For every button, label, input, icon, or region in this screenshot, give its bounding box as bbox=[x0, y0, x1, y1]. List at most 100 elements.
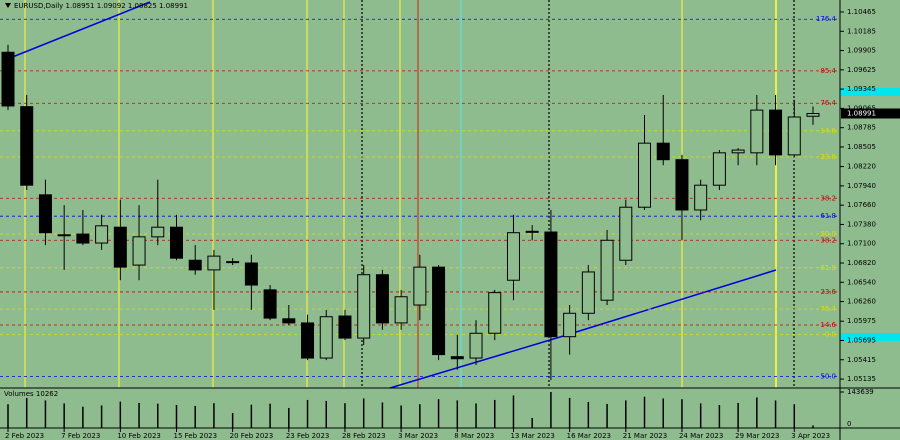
candle-body bbox=[20, 106, 34, 186]
candle-body bbox=[57, 234, 71, 237]
level-label: 85.4 bbox=[820, 67, 836, 75]
candle-body bbox=[375, 274, 389, 324]
y-tick-label: 1.10185 bbox=[847, 27, 876, 35]
x-tick-label: 13 Mar 2023 bbox=[510, 432, 554, 440]
price-label-box bbox=[841, 108, 900, 119]
candle-body bbox=[263, 289, 277, 319]
candle-body bbox=[413, 266, 427, 306]
candle-body bbox=[488, 292, 502, 334]
price-marker bbox=[840, 88, 900, 96]
y-tick-label: 1.06820 bbox=[847, 259, 876, 267]
candle-body bbox=[282, 318, 296, 324]
trend-lines bbox=[4, 1, 777, 389]
y-tick-label: 1.07380 bbox=[847, 220, 876, 228]
level-label: 14.6 bbox=[820, 127, 836, 135]
y-tick-label: 1.08785 bbox=[847, 124, 876, 132]
x-tick-label: 23 Feb 2023 bbox=[286, 432, 330, 440]
level-label: 61.8 bbox=[820, 264, 836, 272]
title-icon bbox=[5, 3, 11, 8]
price-label: 1.08991 bbox=[847, 109, 876, 117]
candle-body bbox=[581, 271, 595, 314]
price-marker bbox=[840, 333, 900, 341]
candle-body bbox=[1, 51, 15, 107]
candle-body bbox=[38, 194, 52, 234]
candle-body bbox=[338, 315, 352, 339]
x-tick-label: 3 Mar 2023 bbox=[398, 432, 438, 440]
candle-body bbox=[506, 232, 520, 281]
candle-body bbox=[731, 149, 745, 154]
level-label: 76.4 bbox=[820, 99, 836, 107]
level-label: 14.6 bbox=[820, 321, 836, 329]
candle-body bbox=[394, 296, 408, 324]
candle-body bbox=[432, 266, 446, 356]
x-tick-label: 21 Mar 2023 bbox=[623, 432, 667, 440]
candle-body bbox=[787, 116, 801, 156]
y-tick-label: 1.08505 bbox=[847, 143, 876, 151]
y-tick-label: 1.07100 bbox=[847, 240, 876, 248]
candle-body bbox=[656, 142, 670, 161]
y-tick-label: 1.10465 bbox=[847, 8, 876, 16]
candle-body bbox=[600, 239, 614, 301]
candle-body bbox=[563, 312, 577, 338]
volume-title: Volumes 10262 bbox=[4, 390, 58, 398]
candle-body bbox=[95, 225, 109, 244]
candle-body bbox=[619, 206, 633, 261]
candle-body bbox=[207, 255, 221, 271]
candle-body bbox=[450, 356, 464, 360]
candle-body bbox=[301, 322, 315, 359]
candle-body bbox=[76, 233, 90, 244]
y-tick-label: 1.05415 bbox=[847, 356, 876, 364]
candle-body bbox=[132, 236, 146, 266]
vertical-lines bbox=[24, 0, 795, 388]
x-tick-label: 29 Mar 2023 bbox=[735, 432, 779, 440]
x-tick-label: 8 Mar 2023 bbox=[454, 432, 494, 440]
candle-body bbox=[638, 142, 652, 208]
level-label: 50.0 bbox=[820, 230, 836, 238]
candle-body bbox=[151, 226, 165, 238]
candle-body bbox=[750, 109, 764, 154]
level-label: 50.0 bbox=[820, 373, 836, 381]
level-label: 23.6 bbox=[820, 288, 836, 296]
y-tick-label: 1.05135 bbox=[847, 375, 876, 383]
level-label: 76.4 bbox=[820, 305, 836, 313]
y-tick-label: 1.09625 bbox=[847, 66, 876, 74]
x-tick-label: 16 Mar 2023 bbox=[567, 432, 611, 440]
candle-body bbox=[469, 332, 483, 359]
y-tick-label: 1.08220 bbox=[847, 163, 876, 171]
candle-body bbox=[806, 112, 820, 117]
y-tick-label: 1.09345 bbox=[847, 85, 876, 93]
x-tick-label: 15 Feb 2023 bbox=[173, 432, 217, 440]
level-label: 38.2 bbox=[820, 194, 836, 202]
candle-body bbox=[169, 226, 183, 259]
level-label: 0.0 bbox=[825, 331, 836, 339]
candle-body bbox=[712, 152, 726, 186]
y-tick-label: 1.09065 bbox=[847, 104, 876, 112]
candle-body bbox=[244, 262, 258, 286]
y-tick-label: 1.05975 bbox=[847, 317, 876, 325]
candle-body bbox=[525, 230, 539, 233]
level-label: 176.4 bbox=[816, 15, 837, 23]
x-tick-label: 3 Apr 2023 bbox=[791, 432, 830, 440]
candle-body bbox=[769, 109, 783, 156]
volume-tick-label: 143639 bbox=[847, 388, 874, 396]
candle-body bbox=[319, 316, 333, 359]
candle-body bbox=[675, 159, 689, 211]
x-tick-label: 28 Feb 2023 bbox=[342, 432, 386, 440]
candle-body bbox=[544, 231, 558, 338]
x-tick-label: 7 Feb 2023 bbox=[61, 432, 100, 440]
volume-tick-label: 0 bbox=[847, 420, 851, 428]
y-tick-label: 1.07940 bbox=[847, 182, 876, 190]
y-tick-label: 1.05695 bbox=[847, 336, 876, 344]
candle-body bbox=[694, 184, 708, 211]
level-label: 38.2 bbox=[820, 236, 836, 244]
y-tick-label: 1.09905 bbox=[847, 47, 876, 55]
chart-title: EURUSD,Daily 1.08951 1.09092 1.08825 1.0… bbox=[14, 2, 188, 10]
candle-body bbox=[188, 259, 202, 271]
level-label: 23.6 bbox=[820, 153, 836, 161]
x-tick-label: 24 Mar 2023 bbox=[679, 432, 723, 440]
x-tick-label: 20 Feb 2023 bbox=[230, 432, 274, 440]
y-tick-label: 1.06540 bbox=[847, 278, 876, 286]
y-tick-label: 1.06260 bbox=[847, 298, 876, 306]
